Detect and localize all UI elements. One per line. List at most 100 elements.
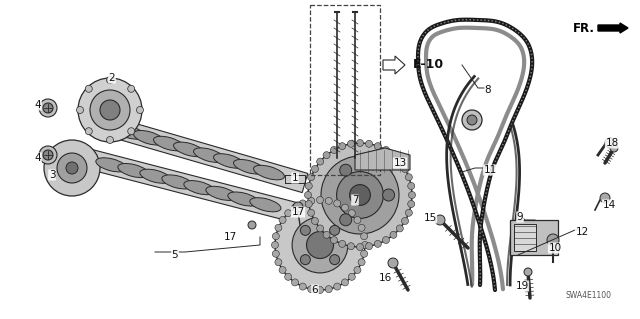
Circle shape	[330, 236, 337, 243]
Text: SWA4E1100: SWA4E1100	[566, 291, 612, 300]
Circle shape	[462, 110, 482, 130]
Text: 17: 17	[223, 232, 237, 242]
Circle shape	[300, 200, 307, 207]
Circle shape	[605, 138, 615, 148]
Ellipse shape	[134, 130, 164, 145]
Circle shape	[365, 140, 372, 147]
Circle shape	[323, 152, 330, 159]
Ellipse shape	[193, 148, 225, 162]
Circle shape	[360, 250, 367, 257]
Circle shape	[273, 233, 280, 240]
Ellipse shape	[90, 90, 130, 130]
Ellipse shape	[228, 192, 259, 206]
Ellipse shape	[184, 181, 215, 195]
Circle shape	[279, 266, 286, 273]
Text: 18: 18	[605, 138, 619, 148]
Ellipse shape	[44, 140, 100, 196]
Text: 4: 4	[35, 153, 42, 163]
Circle shape	[547, 234, 559, 246]
Circle shape	[321, 156, 399, 234]
Circle shape	[365, 243, 372, 250]
FancyArrow shape	[598, 23, 628, 33]
Circle shape	[467, 115, 477, 125]
Circle shape	[360, 233, 367, 240]
Ellipse shape	[214, 154, 244, 168]
Ellipse shape	[206, 186, 237, 200]
Circle shape	[43, 150, 53, 160]
Circle shape	[330, 225, 340, 235]
Text: 6: 6	[312, 285, 318, 295]
Circle shape	[106, 137, 113, 144]
Polygon shape	[102, 115, 308, 193]
Circle shape	[610, 144, 618, 152]
Text: 11: 11	[483, 165, 497, 175]
Circle shape	[308, 209, 315, 216]
Circle shape	[317, 197, 323, 204]
Text: 16: 16	[378, 273, 392, 283]
Circle shape	[312, 218, 319, 225]
Polygon shape	[355, 148, 410, 170]
Circle shape	[348, 210, 355, 217]
Circle shape	[128, 85, 134, 92]
Ellipse shape	[118, 163, 149, 178]
Circle shape	[305, 201, 312, 208]
Text: 4: 4	[35, 100, 42, 110]
Text: 10: 10	[548, 243, 561, 253]
Circle shape	[390, 231, 397, 238]
Circle shape	[340, 164, 352, 176]
Circle shape	[330, 146, 337, 153]
Ellipse shape	[113, 125, 145, 139]
Circle shape	[325, 197, 332, 204]
Circle shape	[333, 200, 340, 207]
Text: 12: 12	[575, 227, 589, 237]
Circle shape	[275, 200, 365, 290]
Circle shape	[85, 128, 92, 135]
Circle shape	[300, 225, 310, 235]
Circle shape	[349, 185, 371, 205]
Circle shape	[317, 225, 324, 232]
Circle shape	[300, 283, 307, 290]
Circle shape	[271, 241, 278, 249]
Text: 14: 14	[602, 200, 616, 210]
Ellipse shape	[66, 162, 78, 174]
Text: 17: 17	[291, 207, 305, 217]
Circle shape	[408, 201, 415, 208]
Circle shape	[383, 189, 395, 201]
Circle shape	[305, 191, 312, 198]
Circle shape	[275, 259, 282, 266]
Circle shape	[285, 273, 292, 280]
Circle shape	[273, 250, 280, 257]
Circle shape	[408, 182, 415, 189]
Circle shape	[85, 85, 92, 92]
Circle shape	[339, 240, 346, 247]
Text: 3: 3	[49, 170, 55, 180]
Circle shape	[339, 143, 346, 150]
Circle shape	[340, 214, 352, 226]
Circle shape	[308, 286, 315, 293]
Text: 7: 7	[352, 195, 358, 205]
Circle shape	[396, 225, 403, 232]
Circle shape	[356, 139, 364, 146]
Circle shape	[383, 146, 390, 153]
Text: 9: 9	[516, 212, 524, 222]
Ellipse shape	[57, 153, 87, 183]
Ellipse shape	[234, 160, 264, 174]
Circle shape	[374, 240, 381, 247]
Text: 15: 15	[424, 213, 436, 223]
Circle shape	[383, 236, 390, 243]
Circle shape	[337, 172, 383, 219]
Circle shape	[354, 266, 361, 273]
Circle shape	[396, 158, 403, 165]
Circle shape	[405, 209, 412, 216]
Circle shape	[77, 107, 83, 114]
Text: 2: 2	[109, 73, 115, 83]
Circle shape	[305, 182, 312, 189]
Polygon shape	[83, 148, 307, 225]
Circle shape	[292, 217, 348, 273]
Circle shape	[291, 204, 298, 211]
Text: 5: 5	[172, 250, 179, 260]
Circle shape	[401, 218, 408, 225]
Circle shape	[390, 152, 397, 159]
Text: 8: 8	[484, 85, 492, 95]
Circle shape	[128, 128, 134, 135]
